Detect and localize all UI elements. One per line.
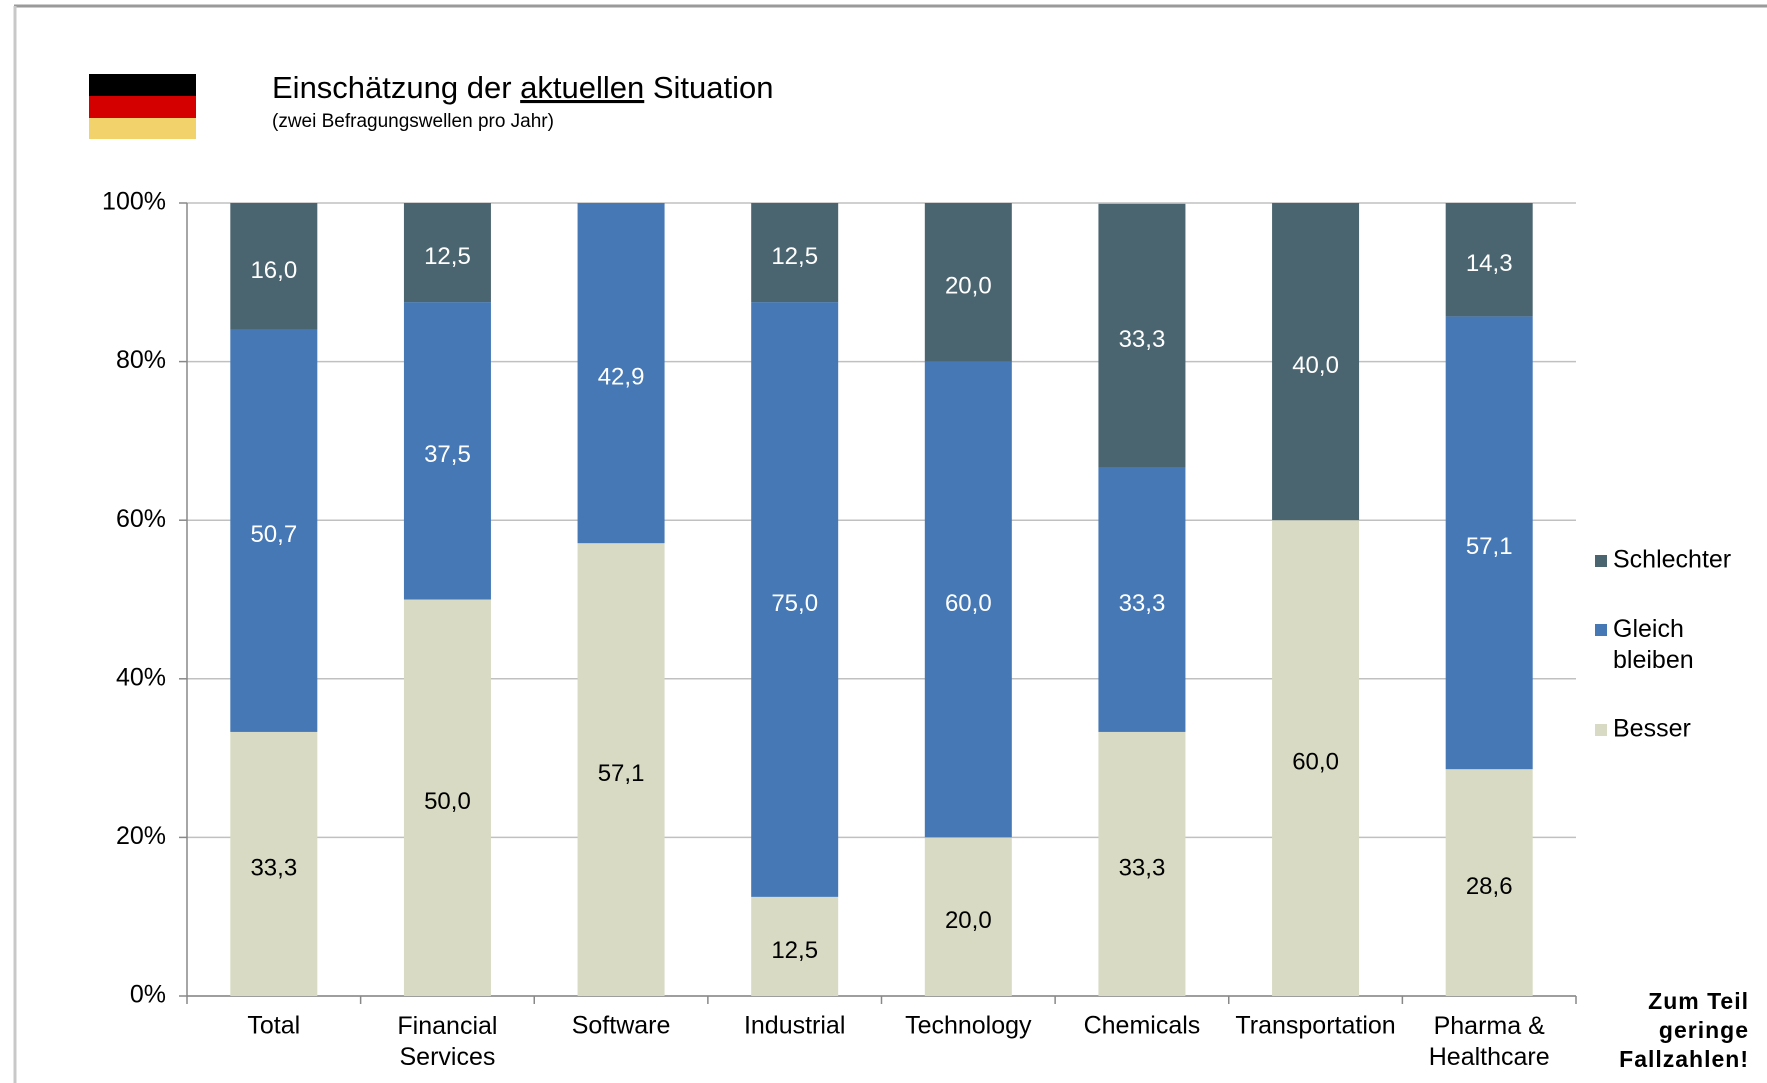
x-tick-label: Technology <box>905 1012 1032 1040</box>
bar-segment <box>403 302 491 600</box>
bar-segment <box>1098 731 1186 996</box>
y-tick-label: 100% <box>102 188 166 216</box>
data-label: 33,3 <box>1119 590 1166 617</box>
data-label: 60,0 <box>1292 748 1339 775</box>
chart-title: Einschätzung der aktuellen Situation <box>272 70 774 105</box>
bar-segment <box>924 361 1012 838</box>
data-label: 33,3 <box>1119 854 1166 881</box>
data-label: 14,3 <box>1466 250 1513 277</box>
bar-segment <box>230 329 318 732</box>
x-tick-label: Software <box>572 1012 671 1040</box>
bar-segment <box>1445 769 1533 996</box>
bar-segment <box>1098 467 1186 732</box>
data-label: 33,3 <box>250 854 297 881</box>
bar-segment <box>230 203 318 330</box>
data-label: 60,0 <box>945 590 992 617</box>
legend-swatch <box>1595 555 1607 567</box>
bar-segment <box>1445 316 1533 770</box>
bar-segment <box>577 203 665 544</box>
bar-segment <box>751 896 839 996</box>
data-label: 33,3 <box>1119 326 1166 353</box>
y-tick-label: 80% <box>116 346 166 374</box>
data-label: 37,5 <box>424 441 471 468</box>
legend-label: Schlechter <box>1613 546 1731 574</box>
bar-segment <box>403 599 491 996</box>
x-tick-label: Total <box>247 1012 300 1040</box>
bar-segment <box>1445 203 1533 317</box>
bar-segment <box>924 203 1012 362</box>
data-label: 57,1 <box>598 760 645 787</box>
bar-segment <box>1272 520 1360 996</box>
bar-segment <box>230 731 318 996</box>
data-label: 12,5 <box>424 243 471 270</box>
y-tick-label: 40% <box>116 663 166 691</box>
legend-label: Gleich bleiben <box>1613 615 1694 674</box>
bar-segment <box>751 203 839 303</box>
legend-swatch <box>1595 624 1607 636</box>
x-tick-label: Financial Services <box>397 1012 497 1071</box>
data-label: 12,5 <box>771 937 818 964</box>
legend-swatch <box>1595 724 1607 736</box>
x-tick-label: Transportation <box>1235 1012 1395 1040</box>
data-label: 28,6 <box>1466 873 1513 900</box>
data-label: 50,7 <box>250 521 297 548</box>
bar-segment <box>924 837 1012 996</box>
data-label: 16,0 <box>250 257 297 284</box>
y-tick-label: 20% <box>116 822 166 850</box>
x-tick-label: Industrial <box>744 1012 845 1040</box>
data-label: 75,0 <box>771 590 818 617</box>
chart-subtitle: (zwei Befragungswellen pro Jahr) <box>272 111 554 132</box>
bar-segment <box>403 203 491 303</box>
data-label: 40,0 <box>1292 352 1339 379</box>
data-label: 57,1 <box>1466 533 1513 560</box>
data-label: 50,0 <box>424 788 471 815</box>
bar-segment <box>1098 203 1186 468</box>
data-label: 42,9 <box>598 363 645 390</box>
y-tick-label: 60% <box>116 505 166 533</box>
x-tick-label: Pharma & Healthcare <box>1429 1012 1550 1071</box>
annotation: Zum Teil geringe Fallzahlen! <box>1619 988 1749 1072</box>
x-tick-label: Chemicals <box>1084 1012 1201 1040</box>
legend-label: Besser <box>1613 715 1691 743</box>
bar-segment <box>751 302 839 897</box>
data-label: 12,5 <box>771 243 818 270</box>
data-label: 20,0 <box>945 273 992 300</box>
flag <box>89 74 196 139</box>
bar-segment <box>577 543 665 996</box>
data-label: 20,0 <box>945 907 992 934</box>
y-tick-label: 0% <box>130 981 166 1009</box>
bar-segment <box>1272 203 1360 521</box>
